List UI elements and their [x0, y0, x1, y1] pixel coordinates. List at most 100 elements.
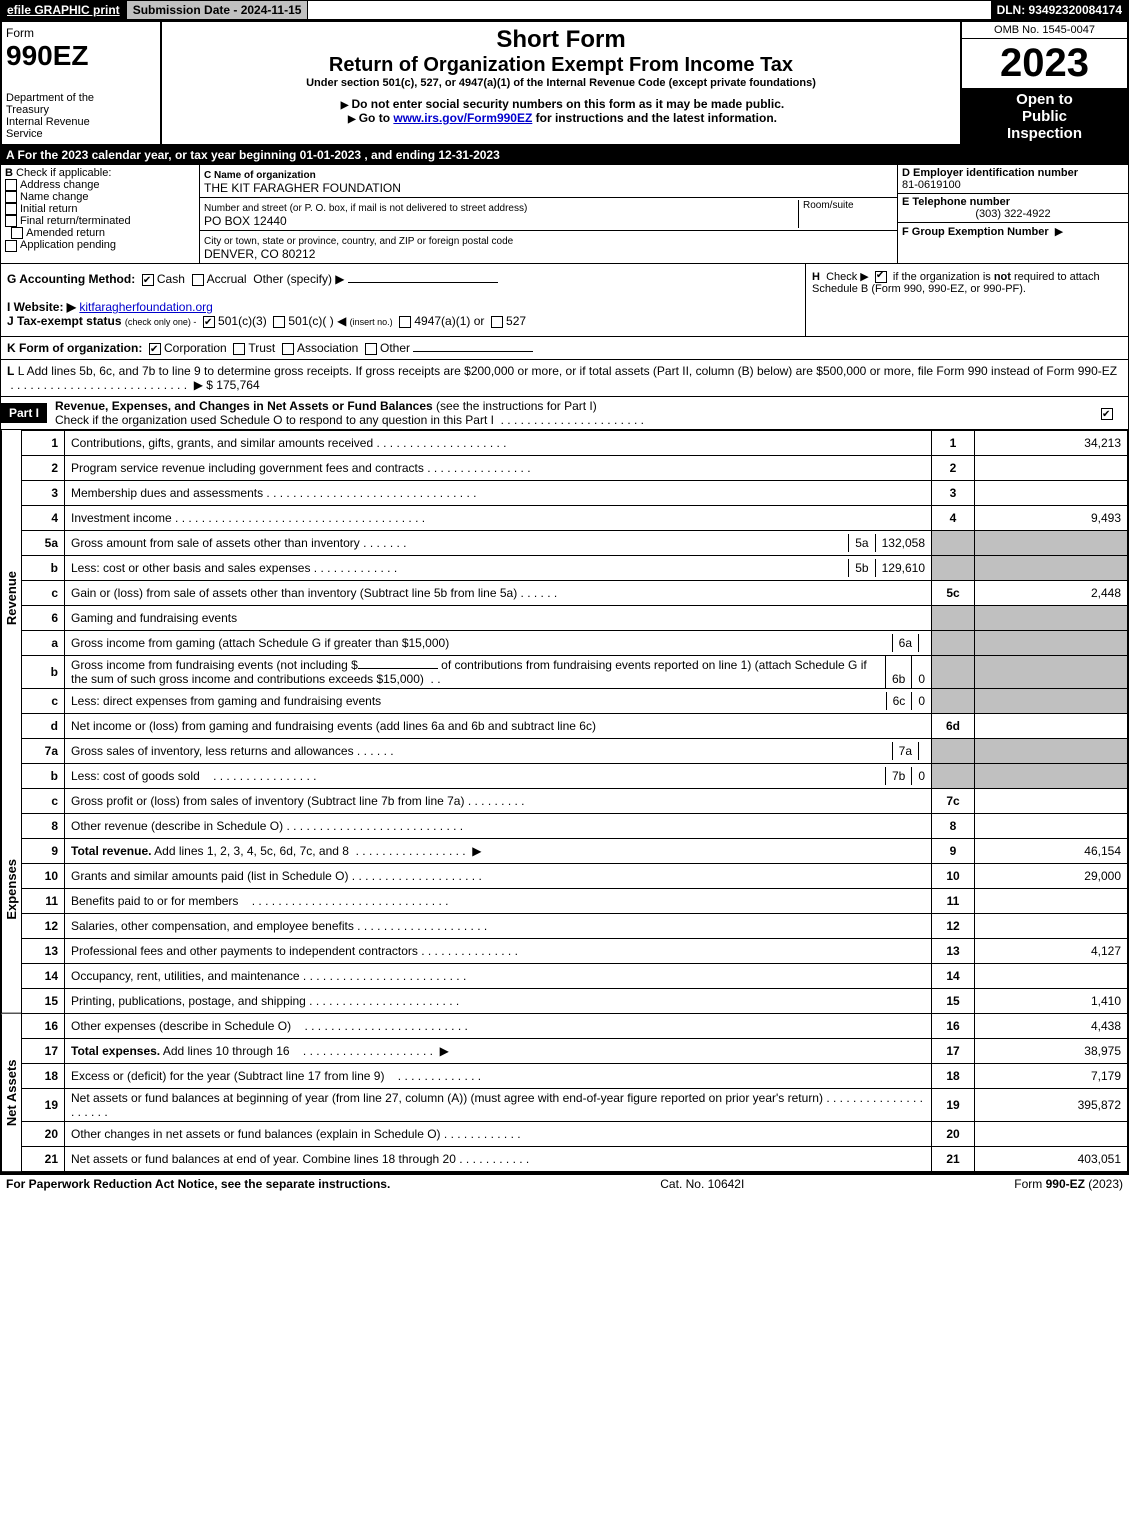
amended-return-label: Amended return	[26, 227, 105, 239]
line-20-desc: Other changes in net assets or fund bala…	[71, 1127, 441, 1141]
main-title: Return of Organization Exempt From Incom…	[166, 54, 956, 77]
name-change-label: Name change	[20, 191, 89, 203]
line-18: 18Excess or (deficit) for the year (Subt…	[22, 1064, 1128, 1089]
efile-print-link[interactable]: efile GRAPHIC print	[7, 3, 120, 17]
catalog-number: Cat. No. 10642I	[660, 1177, 744, 1191]
line-5a-amount: 132,058	[875, 534, 931, 552]
application-pending-label: Application pending	[20, 239, 116, 251]
line-7c: cGross profit or (loss) from sales of in…	[22, 789, 1128, 814]
line-19-desc: Net assets or fund balances at beginning…	[71, 1091, 823, 1105]
dept-treasury: Department of theTreasuryInternal Revenu…	[6, 92, 156, 140]
initial-return-label: Initial return	[20, 203, 77, 215]
line-5a: 5aGross amount from sale of assets other…	[22, 531, 1128, 556]
line-6a-desc: Gross income from gaming (attach Schedul…	[71, 636, 449, 650]
ssn-warning: Do not enter social security numbers on …	[351, 97, 784, 111]
501c3-checkbox[interactable]	[203, 316, 215, 328]
final-return-checkbox[interactable]	[5, 215, 17, 227]
line-7a-amount	[918, 742, 931, 760]
form-number-footer: Form 990-EZ (2023)	[1014, 1177, 1123, 1191]
other-org-label: Other	[380, 341, 410, 355]
name-change-checkbox[interactable]	[5, 191, 17, 203]
form-word: Form	[6, 26, 34, 40]
ein-value: 81-0619100	[902, 179, 961, 191]
irs-link[interactable]: www.irs.gov/Form990EZ	[393, 111, 532, 125]
line-20: 20Other changes in net assets or fund ba…	[22, 1122, 1128, 1147]
line-17-amount: 38,975	[975, 1039, 1128, 1064]
line-16-desc: Other expenses (describe in Schedule O)	[71, 1019, 291, 1033]
line-21-desc: Net assets or fund balances at end of ye…	[71, 1152, 456, 1166]
line-2-desc: Program service revenue including govern…	[71, 461, 424, 475]
under-section-text: Under section 501(c), 527, or 4947(a)(1)…	[166, 77, 956, 89]
line-14-amount	[975, 964, 1128, 989]
phone-label: E Telephone number	[902, 196, 1010, 208]
association-label: Association	[297, 341, 358, 355]
line-13-desc: Professional fees and other payments to …	[71, 944, 418, 958]
street-label: Number and street (or P. O. box, if mail…	[204, 203, 527, 214]
section-bcd: B Check if applicable: Address change Na…	[0, 164, 1129, 264]
application-pending-checkbox[interactable]	[5, 240, 17, 252]
line-4: 4Investment income . . . . . . . . . . .…	[22, 506, 1128, 531]
line-6d-amount	[975, 714, 1128, 739]
line-5c: cGain or (loss) from sale of assets othe…	[22, 581, 1128, 606]
line-6a-amount	[918, 634, 931, 652]
line-19-amount: 395,872	[975, 1089, 1128, 1122]
line-7c-desc: Gross profit or (loss) from sales of inv…	[71, 794, 464, 808]
line-12-desc: Salaries, other compensation, and employ…	[71, 919, 354, 933]
line-h-box: H Check ▶ if the organization is not req…	[805, 264, 1128, 336]
part1-header-row: Part I Revenue, Expenses, and Changes in…	[0, 397, 1129, 430]
accrual-label: Accrual	[207, 272, 247, 286]
line-5b-amount: 129,610	[875, 559, 931, 577]
website-link[interactable]: kitfaragherfoundation.org	[79, 300, 212, 314]
line-12: 12Salaries, other compensation, and empl…	[22, 914, 1128, 939]
527-checkbox[interactable]	[491, 316, 503, 328]
line-7b: bLess: cost of goods sold . . . . . . . …	[22, 764, 1128, 789]
open-public-badge: Open toPublicInspection	[962, 89, 1127, 144]
accrual-checkbox[interactable]	[192, 274, 204, 286]
org-name: THE KIT FARAGHER FOUNDATION	[204, 181, 401, 195]
line-2: 2Program service revenue including gover…	[22, 456, 1128, 481]
line-l-text: L Add lines 5b, 6c, and 7b to line 9 to …	[18, 364, 1117, 378]
other-org-checkbox[interactable]	[365, 343, 377, 355]
initial-return-checkbox[interactable]	[5, 203, 17, 215]
line-6b-amount: 0	[911, 656, 931, 688]
omb-number: OMB No. 1545-0047	[962, 22, 1127, 39]
schedule-o-checkbox[interactable]	[1101, 408, 1113, 420]
tax-year: 2023	[962, 39, 1127, 89]
schedule-b-not-required-checkbox[interactable]	[875, 271, 887, 283]
trust-label: Trust	[248, 341, 275, 355]
line-20-amount	[975, 1122, 1128, 1147]
netassets-vert-label: Net Assets	[1, 1014, 21, 1172]
4947-checkbox[interactable]	[399, 316, 411, 328]
line-14: 14Occupancy, rent, utilities, and mainte…	[22, 964, 1128, 989]
501c-checkbox[interactable]	[273, 316, 285, 328]
insert-no-label: (insert no.)	[350, 317, 393, 327]
room-suite-label: Room/suite	[798, 200, 893, 228]
corporation-label: Corporation	[164, 341, 227, 355]
org-name-label: C Name of organization	[204, 170, 316, 181]
line-6-desc: Gaming and fundraising events	[65, 606, 932, 631]
501c-label: 501(c)( )	[288, 314, 333, 328]
line-7a: 7aGross sales of inventory, less returns…	[22, 739, 1128, 764]
cash-checkbox[interactable]	[142, 274, 154, 286]
line-6d-desc: Net income or (loss) from gaming and fun…	[65, 714, 932, 739]
website-label: I Website: ▶	[7, 300, 76, 314]
address-change-label: Address change	[20, 179, 100, 191]
line-l: L L Add lines 5b, 6c, and 7b to line 9 t…	[0, 360, 1129, 397]
line-7c-amount	[975, 789, 1128, 814]
gross-receipts-amount: $ 175,764	[206, 378, 259, 392]
corporation-checkbox[interactable]	[149, 343, 161, 355]
line-8-desc: Other revenue (describe in Schedule O)	[71, 819, 283, 833]
501c3-label: 501(c)(3)	[218, 314, 267, 328]
line-13-amount: 4,127	[975, 939, 1128, 964]
trust-checkbox[interactable]	[233, 343, 245, 355]
association-checkbox[interactable]	[282, 343, 294, 355]
line-6c: cLess: direct expenses from gaming and f…	[22, 689, 1128, 714]
line-6b: bGross income from fundraising events (n…	[22, 656, 1128, 689]
row-gh: G Accounting Method: Cash Accrual Other …	[0, 264, 1129, 337]
address-change-checkbox[interactable]	[5, 179, 17, 191]
dln-label: DLN: 93492320084174	[991, 1, 1128, 19]
line-15-desc: Printing, publications, postage, and shi…	[71, 994, 306, 1008]
amended-return-checkbox[interactable]	[11, 227, 23, 239]
line-4-desc: Investment income	[71, 511, 172, 525]
line-12-amount	[975, 914, 1128, 939]
